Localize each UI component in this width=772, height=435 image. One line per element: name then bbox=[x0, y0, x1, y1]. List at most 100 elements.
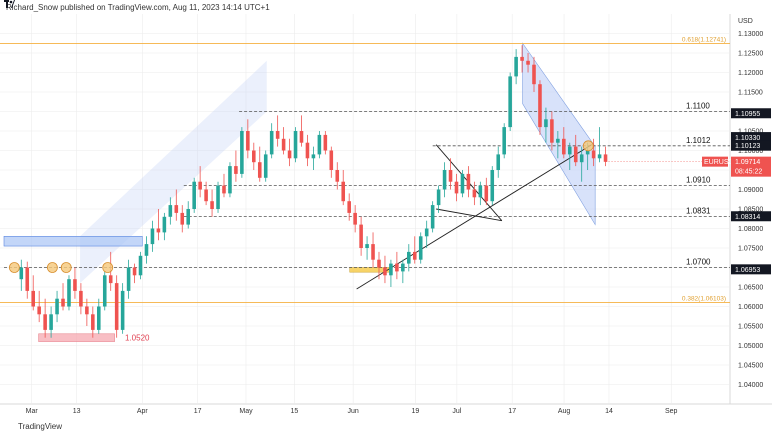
candle-body bbox=[472, 189, 477, 198]
candle-body bbox=[67, 279, 71, 307]
candle-body bbox=[287, 150, 292, 159]
candle-body bbox=[478, 185, 483, 198]
candle-body bbox=[544, 119, 548, 128]
candle-body bbox=[204, 189, 208, 202]
price-tick-label: 1.06500 bbox=[738, 285, 763, 292]
price-tick-label: 1.13000 bbox=[738, 31, 763, 38]
price-tick-label: 1.11500 bbox=[738, 90, 763, 97]
time-tick-label: Mar bbox=[26, 408, 39, 415]
candle-body bbox=[383, 267, 387, 276]
candle-body bbox=[603, 154, 608, 162]
price-tick-label: 1.08000 bbox=[738, 226, 763, 233]
candle-body bbox=[585, 150, 590, 155]
fib-label: 0.618(1.12741) bbox=[682, 37, 726, 44]
price-tick-label: 1.06000 bbox=[738, 304, 763, 311]
candle-body bbox=[550, 119, 554, 143]
price-tag-label: 1.08314 bbox=[735, 214, 760, 221]
candle-body bbox=[418, 236, 423, 260]
candle-body bbox=[371, 244, 375, 260]
time-tick-label: 13 bbox=[73, 408, 81, 415]
candle-body bbox=[222, 185, 226, 194]
candle-body bbox=[31, 290, 35, 307]
candle-body bbox=[43, 314, 47, 330]
price-tick-label: 1.10000 bbox=[738, 148, 763, 155]
candle-body bbox=[234, 166, 238, 174]
candle-body bbox=[85, 306, 89, 315]
price-tag-bg bbox=[731, 132, 771, 143]
candle-body bbox=[102, 275, 107, 307]
price-tick-label: 1.05500 bbox=[738, 324, 763, 331]
candle-body bbox=[269, 131, 274, 155]
candle-body bbox=[532, 64, 536, 85]
candle-body bbox=[138, 255, 143, 276]
candle-body bbox=[341, 181, 346, 202]
time-tick-label: 17 bbox=[508, 408, 516, 415]
swing-marker bbox=[60, 262, 72, 273]
header-attribution: Richard_Snow published on TradingView.co… bbox=[6, 3, 270, 12]
candle-body bbox=[180, 212, 185, 225]
candle-body bbox=[460, 173, 465, 194]
candle-body bbox=[526, 60, 530, 65]
level-label: 1.0910 bbox=[686, 176, 711, 185]
candle-body bbox=[508, 76, 512, 128]
candle-body bbox=[126, 267, 131, 291]
candle-body bbox=[365, 244, 369, 248]
level-label: 1.0831 bbox=[686, 206, 711, 215]
footer-brand: TradingView bbox=[18, 422, 63, 431]
candle-body bbox=[329, 150, 334, 170]
candle-body bbox=[228, 166, 232, 194]
candle-body bbox=[520, 56, 524, 61]
candle-body bbox=[186, 209, 191, 225]
swing-marker bbox=[47, 262, 58, 273]
candle-body bbox=[514, 56, 518, 77]
wedge-lower-line bbox=[436, 208, 502, 222]
price-tick-label: 1.07500 bbox=[738, 246, 763, 253]
price-tick-label: 1.08500 bbox=[738, 207, 763, 214]
candle-body bbox=[597, 154, 602, 159]
swing-marker bbox=[8, 262, 20, 273]
candle-body bbox=[395, 263, 399, 272]
candle-body bbox=[49, 314, 53, 330]
candle-body bbox=[25, 267, 30, 291]
candle-body bbox=[114, 283, 119, 330]
time-tick-label: Jul bbox=[452, 408, 461, 415]
candle-body bbox=[424, 228, 429, 237]
upward-channel bbox=[80, 60, 267, 284]
time-tick-label: Apr bbox=[137, 408, 149, 415]
candle-body bbox=[19, 267, 24, 280]
candle-body bbox=[97, 306, 101, 330]
candle-body bbox=[252, 150, 256, 163]
candle-body bbox=[448, 170, 453, 182]
candle-body bbox=[246, 131, 250, 151]
candle-body bbox=[347, 201, 351, 213]
candle-body bbox=[412, 251, 417, 260]
fib-label: 0.382(1.06103) bbox=[682, 295, 726, 302]
price-tick-label: 1.12500 bbox=[738, 51, 763, 58]
candle-body bbox=[454, 181, 459, 194]
candle-body bbox=[174, 205, 179, 213]
tradingview-logo-icon bbox=[4, 0, 15, 8]
candle-body bbox=[108, 275, 113, 284]
candle-body bbox=[430, 205, 435, 229]
candle-body bbox=[579, 154, 584, 163]
candle-body bbox=[120, 290, 125, 330]
candle-body bbox=[257, 162, 262, 178]
support-zone-red bbox=[38, 333, 115, 342]
candle-body bbox=[538, 84, 542, 128]
candle-body bbox=[55, 298, 59, 315]
candle-body bbox=[305, 142, 310, 159]
candle-body bbox=[263, 154, 268, 178]
candle-body bbox=[240, 131, 244, 174]
candle-body bbox=[198, 181, 202, 190]
time-tick-label: 19 bbox=[412, 408, 420, 415]
candle-body bbox=[132, 267, 137, 276]
candle-body bbox=[293, 131, 298, 159]
candle-body bbox=[91, 314, 95, 330]
time-tick-label: May bbox=[239, 408, 253, 415]
candle-body bbox=[562, 138, 566, 155]
time-tick-label: 14 bbox=[605, 408, 613, 415]
time-tick-label: Sep bbox=[665, 408, 678, 415]
price-tag-bg bbox=[731, 264, 771, 275]
candle-body bbox=[466, 173, 471, 190]
